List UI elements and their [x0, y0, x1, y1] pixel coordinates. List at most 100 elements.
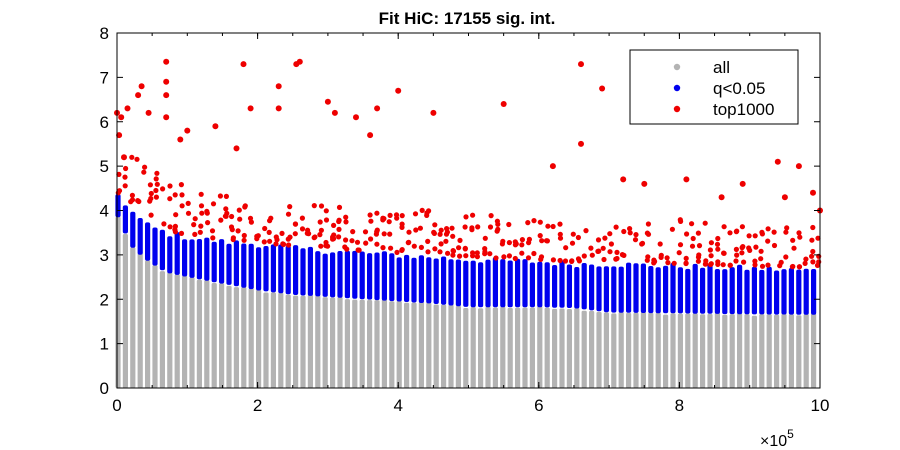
- legend-label: all: [713, 58, 730, 77]
- point-top1000: [715, 246, 721, 252]
- point-top1000: [116, 132, 123, 139]
- point-top1000: [197, 229, 203, 235]
- point-all: [700, 314, 706, 388]
- point-top1000: [395, 87, 402, 94]
- point-top1000: [336, 226, 342, 232]
- point-q: [411, 257, 417, 303]
- point-all: [655, 312, 661, 388]
- point-top1000: [727, 230, 733, 236]
- point-q: [707, 263, 713, 314]
- point-top1000: [482, 235, 488, 241]
- point-all: [781, 313, 787, 388]
- point-q: [352, 250, 358, 299]
- point-top1000: [570, 231, 576, 237]
- point-all: [722, 314, 728, 388]
- x-tick-label: 0: [112, 396, 121, 415]
- point-top1000: [493, 255, 499, 261]
- point-top1000: [462, 224, 468, 230]
- point-all: [307, 294, 313, 388]
- point-top1000: [241, 232, 247, 239]
- point-q: [655, 267, 661, 314]
- point-all: [344, 299, 350, 388]
- point-all: [507, 307, 513, 388]
- point-top1000: [462, 245, 468, 251]
- point-top1000: [172, 192, 178, 198]
- point-q: [256, 247, 262, 291]
- point-top1000: [296, 58, 303, 65]
- chart-title: Fit HiC: 17155 sig. int.: [379, 9, 556, 28]
- point-all: [618, 311, 624, 388]
- point-top1000: [148, 212, 154, 218]
- point-top1000: [129, 154, 135, 160]
- point-q: [233, 240, 239, 287]
- point-q: [618, 266, 624, 313]
- point-all: [219, 283, 225, 388]
- point-top1000: [601, 256, 607, 263]
- point-top1000: [684, 231, 690, 237]
- point-q: [189, 239, 195, 278]
- point-q: [500, 259, 506, 308]
- point-top1000: [318, 243, 324, 249]
- point-top1000: [809, 237, 815, 243]
- point-top1000: [599, 85, 606, 92]
- point-q: [204, 237, 210, 281]
- point-top1000: [747, 247, 753, 253]
- point-q: [559, 260, 565, 308]
- point-top1000: [212, 123, 219, 130]
- point-top1000: [262, 225, 268, 232]
- point-top1000: [425, 249, 431, 255]
- point-top1000: [336, 204, 343, 210]
- point-top1000: [141, 169, 147, 175]
- point-all: [122, 234, 128, 388]
- point-top1000: [267, 218, 273, 224]
- point-q: [648, 266, 654, 314]
- point-top1000: [116, 171, 122, 177]
- point-top1000: [172, 229, 178, 235]
- point-top1000: [783, 229, 789, 235]
- point-all: [611, 313, 617, 388]
- point-all: [159, 271, 165, 388]
- point-all: [167, 272, 173, 388]
- point-all: [411, 302, 417, 388]
- point-all: [381, 299, 387, 388]
- point-top1000: [153, 176, 159, 182]
- point-top1000: [809, 253, 815, 259]
- point-top1000: [494, 218, 500, 224]
- point-all: [189, 277, 195, 388]
- point-top1000: [336, 218, 342, 225]
- y-tick-label: 3: [100, 246, 109, 265]
- point-top1000: [550, 257, 557, 263]
- point-all: [278, 292, 284, 388]
- point-all: [522, 307, 528, 388]
- point-all: [130, 247, 136, 388]
- point-top1000: [475, 224, 481, 230]
- point-all: [737, 313, 743, 388]
- point-q: [137, 218, 143, 255]
- point-top1000: [399, 224, 405, 230]
- point-top1000: [437, 231, 443, 237]
- point-q: [788, 268, 794, 315]
- point-q: [404, 254, 410, 302]
- point-top1000: [752, 262, 758, 268]
- point-top1000: [292, 221, 299, 227]
- point-all: [233, 287, 239, 388]
- point-top1000: [702, 261, 709, 267]
- point-top1000: [683, 260, 689, 266]
- point-top1000: [708, 261, 714, 268]
- point-top1000: [368, 218, 374, 224]
- point-top1000: [121, 154, 127, 161]
- point-top1000: [578, 140, 584, 147]
- point-q: [337, 251, 343, 298]
- point-top1000: [235, 228, 241, 234]
- point-all: [374, 300, 380, 388]
- point-top1000: [275, 83, 282, 90]
- point-top1000: [179, 203, 185, 209]
- point-top1000: [287, 204, 293, 210]
- point-top1000: [311, 203, 317, 209]
- point-q: [796, 269, 802, 315]
- point-top1000: [285, 211, 292, 217]
- point-top1000: [343, 214, 349, 220]
- point-top1000: [331, 232, 337, 238]
- point-top1000: [368, 236, 374, 242]
- point-top1000: [671, 260, 677, 266]
